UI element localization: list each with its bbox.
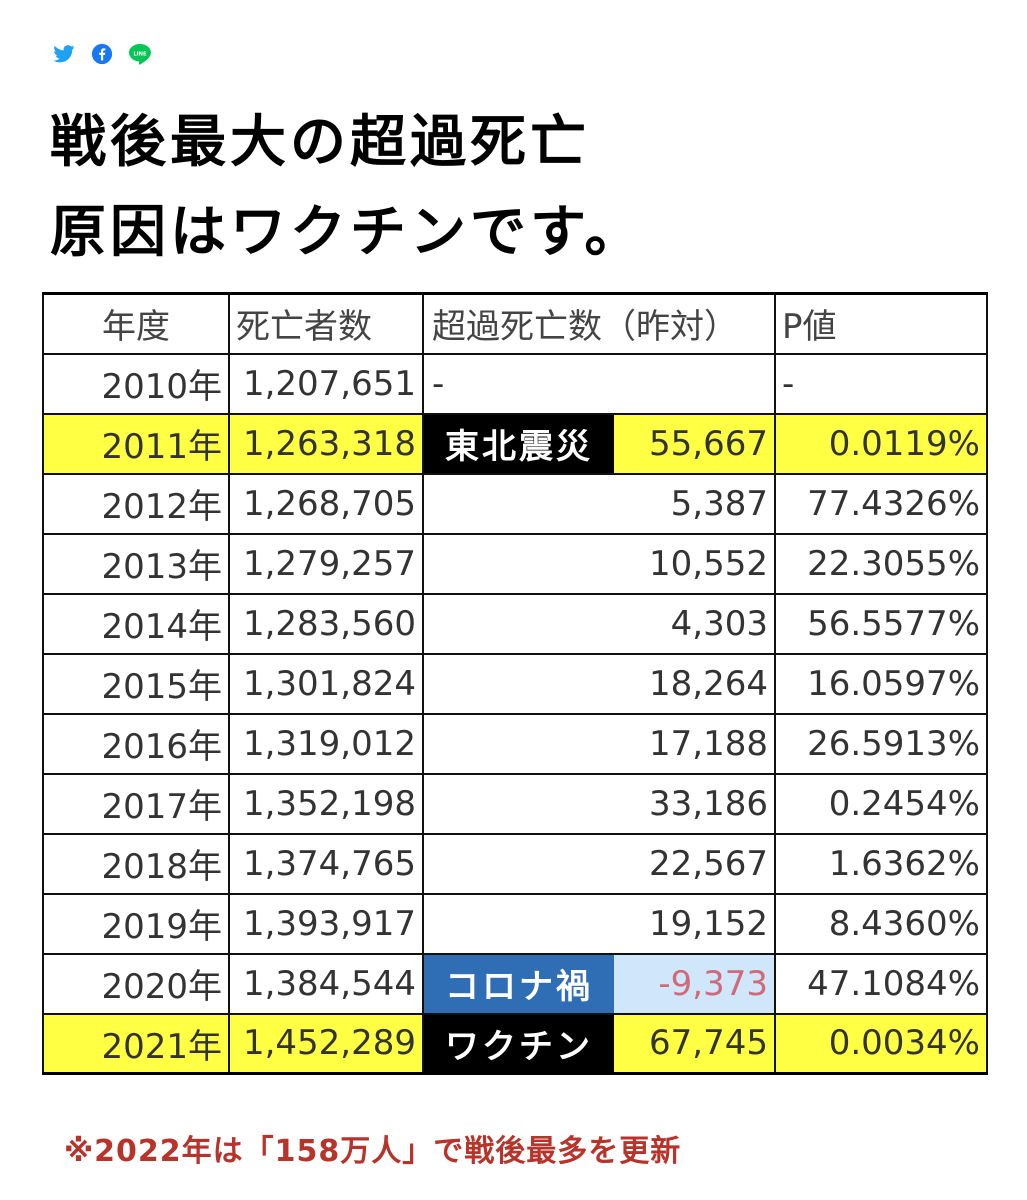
table-row: 2015年 1,301,824 18,264 16.0597% xyxy=(42,652,988,715)
cell-excess: 55,667 xyxy=(614,412,776,475)
line-icon[interactable]: LINE xyxy=(128,42,152,66)
cell-excess: 10,552 xyxy=(614,532,776,595)
cell-year: 2020年 xyxy=(42,952,230,1015)
cell-p-value: 0.0034% xyxy=(774,1012,988,1075)
cell-label: コロナ禍 xyxy=(422,952,614,1015)
headline: 戦後最大の超過死亡 原因はワクチンです。 xyxy=(50,98,644,278)
cell-deaths: 1,301,824 xyxy=(228,652,424,715)
cell-year: 2014年 xyxy=(42,592,230,655)
cell-year: 2015年 xyxy=(42,652,230,715)
cell-label: ワクチン xyxy=(422,1012,614,1075)
cell-p-value: 26.5913% xyxy=(774,712,988,775)
cell-deaths: 1,393,917 xyxy=(228,892,424,955)
header-year: 年度 xyxy=(42,292,230,355)
cell-p-value: - xyxy=(774,352,988,415)
table-row-highlight: 2021年 1,452,289 ワクチン 67,745 0.0034% xyxy=(42,1012,988,1075)
cell-deaths: 1,283,560 xyxy=(228,592,424,655)
cell-label xyxy=(422,472,614,535)
headline-line-2: 原因はワクチンです。 xyxy=(50,200,645,265)
cell-label xyxy=(422,592,614,655)
cell-deaths: 1,319,012 xyxy=(228,712,424,775)
headline-line-1: 戦後最大の超過死亡 xyxy=(50,110,590,175)
table-row: 2016年 1,319,012 17,188 26.5913% xyxy=(42,712,988,775)
cell-label: - xyxy=(422,352,614,415)
cell-excess: 5,387 xyxy=(614,472,776,535)
header-p-value: P値 xyxy=(774,292,988,355)
table-row: 2017年 1,352,198 33,186 0.2454% xyxy=(42,772,988,835)
twitter-icon[interactable] xyxy=(52,42,76,66)
cell-deaths: 1,263,318 xyxy=(228,412,424,475)
cell-label: 東北震災 xyxy=(422,412,614,475)
cell-excess: 67,745 xyxy=(614,1012,776,1075)
cell-year: 2019年 xyxy=(42,892,230,955)
cell-p-value: 22.3055% xyxy=(774,532,988,595)
share-bar: LINE xyxy=(52,42,152,66)
cell-p-value: 77.4326% xyxy=(774,472,988,535)
cell-p-value: 1.6362% xyxy=(774,832,988,895)
cell-p-value: 0.0119% xyxy=(774,412,988,475)
cell-year: 2021年 xyxy=(42,1012,230,1075)
cell-excess: 4,303 xyxy=(614,592,776,655)
cell-label xyxy=(422,832,614,895)
table-row: 2010年 1,207,651 - - xyxy=(42,352,988,415)
svg-text:LINE: LINE xyxy=(133,52,147,58)
cell-year: 2018年 xyxy=(42,832,230,895)
header-deaths: 死亡者数 xyxy=(228,292,424,355)
cell-p-value: 56.5577% xyxy=(774,592,988,655)
facebook-icon[interactable] xyxy=(90,42,114,66)
cell-p-value: 8.4360% xyxy=(774,892,988,955)
table-row: 2018年 1,374,765 22,567 1.6362% xyxy=(42,832,988,895)
table-row: 2013年 1,279,257 10,552 22.3055% xyxy=(42,532,988,595)
cell-label xyxy=(422,712,614,775)
table-row: 2012年 1,268,705 5,387 77.4326% xyxy=(42,472,988,535)
cell-deaths: 1,268,705 xyxy=(228,472,424,535)
cell-p-value: 16.0597% xyxy=(774,652,988,715)
cell-year: 2016年 xyxy=(42,712,230,775)
cell-year: 2011年 xyxy=(42,412,230,475)
cell-deaths: 1,279,257 xyxy=(228,532,424,595)
cell-excess xyxy=(614,352,776,415)
cell-p-value: 0.2454% xyxy=(774,772,988,835)
event-label-covid: コロナ禍 xyxy=(425,955,614,1012)
cell-deaths: 1,352,198 xyxy=(228,772,424,835)
event-label-vaccine: ワクチン xyxy=(425,1015,614,1071)
cell-year: 2017年 xyxy=(42,772,230,835)
cell-excess-negative: -9,373 xyxy=(614,952,776,1015)
excess-deaths-table: 年度 死亡者数 超過死亡数（昨対） P値 2010年 1,207,651 - -… xyxy=(42,292,988,1075)
header-excess: 超過死亡数（昨対） xyxy=(422,292,776,355)
cell-label xyxy=(422,892,614,955)
event-label-earthquake: 東北震災 xyxy=(425,415,614,472)
cell-excess: 18,264 xyxy=(614,652,776,715)
cell-excess: 22,567 xyxy=(614,832,776,895)
cell-year: 2010年 xyxy=(42,352,230,415)
cell-deaths: 1,384,544 xyxy=(228,952,424,1015)
cell-year: 2013年 xyxy=(42,532,230,595)
table-header-row: 年度 死亡者数 超過死亡数（昨対） P値 xyxy=(42,292,988,355)
cell-excess: 19,152 xyxy=(614,892,776,955)
table-row-highlight: 2011年 1,263,318 東北震災 55,667 0.0119% xyxy=(42,412,988,475)
table-row: 2020年 1,384,544 コロナ禍 -9,373 47.1084% xyxy=(42,952,988,1015)
cell-excess: 33,186 xyxy=(614,772,776,835)
table-row: 2014年 1,283,560 4,303 56.5577% xyxy=(42,592,988,655)
footnote: ※2022年は「158万人」で戦後最多を更新 xyxy=(64,1134,682,1169)
cell-label xyxy=(422,532,614,595)
cell-p-value: 47.1084% xyxy=(774,952,988,1015)
cell-deaths: 1,207,651 xyxy=(228,352,424,415)
cell-deaths: 1,374,765 xyxy=(228,832,424,895)
cell-excess: 17,188 xyxy=(614,712,776,775)
table-row: 2019年 1,393,917 19,152 8.4360% xyxy=(42,892,988,955)
cell-year: 2012年 xyxy=(42,472,230,535)
cell-label xyxy=(422,772,614,835)
cell-deaths: 1,452,289 xyxy=(228,1012,424,1075)
cell-label xyxy=(422,652,614,715)
